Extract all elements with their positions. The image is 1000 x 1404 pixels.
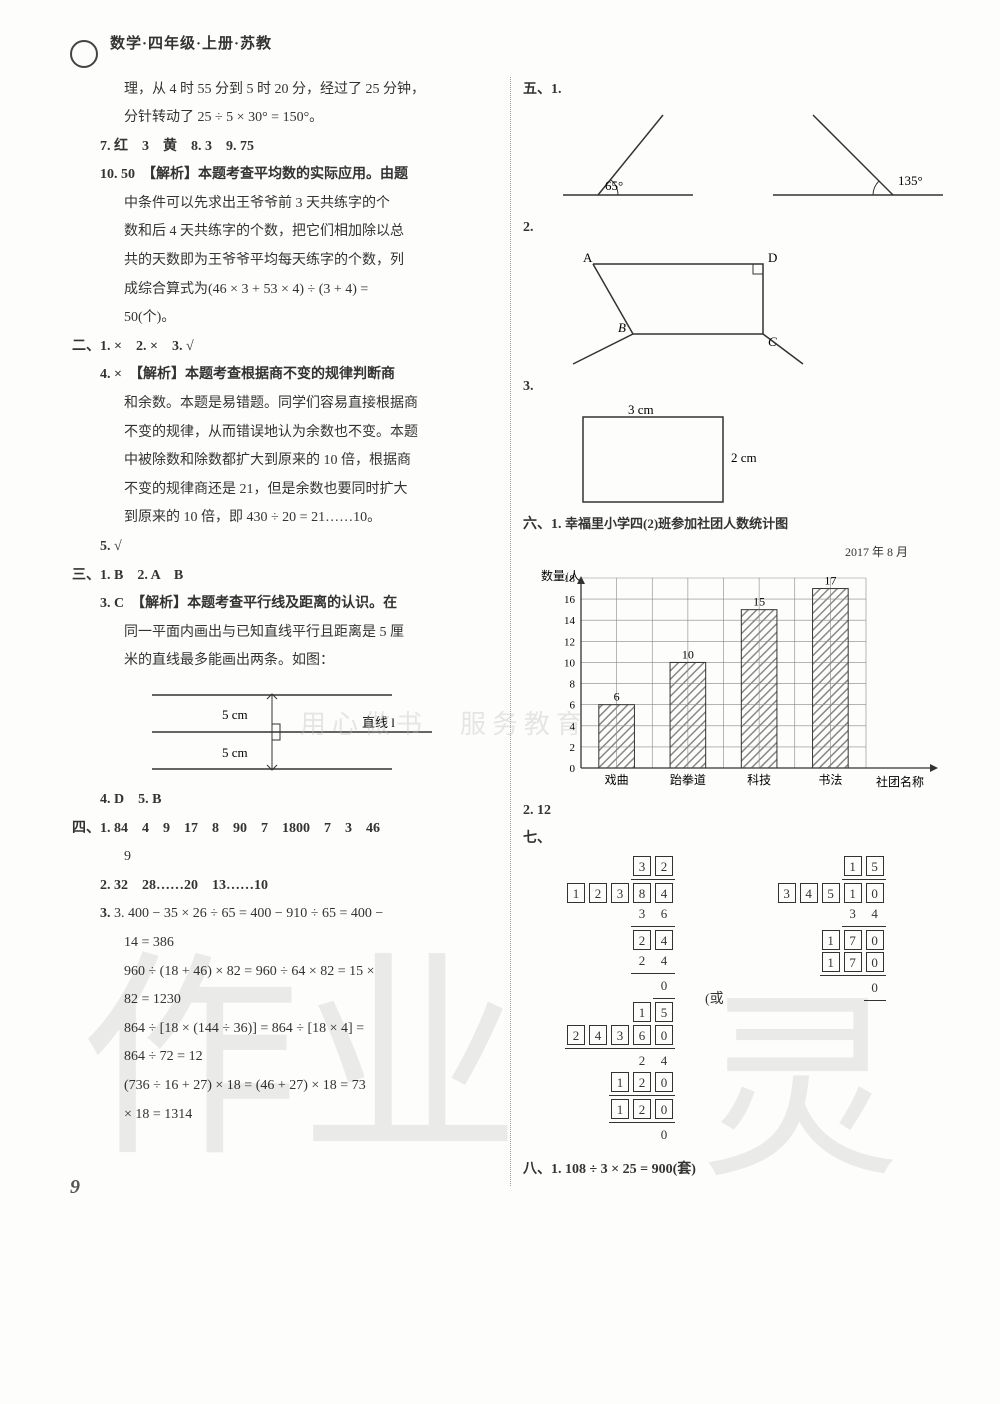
text: 864 ÷ 72 = 12 (72, 1044, 498, 1071)
text: 9 (72, 844, 498, 871)
svg-text:社团名称: 社团名称 (876, 774, 924, 789)
page-title: 数学·四年级·上册·苏教 (110, 30, 960, 59)
svg-text:10: 10 (681, 647, 693, 661)
text: 10. 50 【解析】本题考查平均数的实际应用。由题 (100, 167, 408, 182)
svg-text:数量/人: 数量/人 (541, 568, 580, 583)
text: 成综合算式为(46 × 3 + 53 × 4) ÷ (3 + 4) = (72, 277, 498, 304)
svg-text:6: 6 (613, 689, 619, 703)
svg-text:15: 15 (753, 594, 765, 608)
text: 不变的规律商还是 21，但是余数也要同时扩大 (72, 477, 498, 504)
sec2-q4: 4. × 【解析】本题考查根据商不变的规律判断商 (72, 362, 498, 389)
svg-text:A: A (583, 250, 593, 265)
text: 82 = 1230 (72, 987, 498, 1014)
svg-text:4: 4 (569, 720, 575, 732)
brand-icon (70, 40, 98, 68)
svg-text:16: 16 (564, 594, 576, 606)
svg-text:6: 6 (569, 699, 575, 711)
sec3-q45: 4. D 5. B (72, 787, 498, 814)
left-column: 理，从 4 时 55 分到 5 时 20 分，经过了 25 分钟， 分针转动了 … (60, 77, 510, 1186)
sec4-3a: 3. 3. 400 − 35 × 26 ÷ 65 = 400 − 910 ÷ 6… (72, 901, 498, 928)
svg-text:直线 l: 直线 l (362, 715, 395, 730)
text: 分针转动了 25 ÷ 5 × 30° = 150°。 (72, 105, 498, 132)
or-label: (或 (705, 987, 724, 1014)
svg-text:跆拳道: 跆拳道 (669, 772, 705, 787)
sec5-3: 3. (523, 374, 948, 401)
svg-text:12: 12 (564, 636, 575, 648)
svg-text:3 cm: 3 cm (628, 402, 654, 417)
section-3: 三、1. B 2. A B (72, 563, 498, 590)
svg-text:5 cm: 5 cm (222, 745, 248, 760)
text: 960 ÷ (18 + 46) × 82 = 960 ÷ 64 × 82 = 1… (72, 959, 498, 986)
text: 不变的规律，从而错误地认为余数也不变。本题 (72, 420, 498, 447)
angle-diagram-1: 65° 135° (523, 105, 943, 215)
columns: 理，从 4 时 55 分到 5 时 20 分，经过了 25 分钟， 分针转动了 … (60, 77, 960, 1186)
text: 50(个)。 (72, 305, 498, 332)
svg-text:135°: 135° (898, 173, 923, 188)
text: 米的直线最多能画出两条。如图： (72, 648, 498, 675)
sec3-q3: 3. C 【解析】本题考查平行线及距离的认识。在 (72, 591, 498, 618)
answer-7-9: 7. 红 3 黄 8. 3 9. 75 (72, 134, 498, 161)
section-6: 六、1. 幸福里小学四(2)班参加社团人数统计图 (523, 512, 948, 539)
svg-text:C: C (768, 334, 777, 349)
svg-text:65°: 65° (605, 178, 623, 193)
text: (736 ÷ 16 + 27) × 18 = (46 + 27) × 18 = … (72, 1073, 498, 1100)
trapezoid-diagram: A D B C (563, 244, 823, 374)
svg-text:戏曲: 戏曲 (604, 773, 628, 787)
svg-text:B: B (618, 320, 626, 335)
section-2: 二、1. × 2. × 3. √ (72, 334, 498, 361)
section-7: 七、 (523, 826, 948, 853)
svg-text:14: 14 (564, 615, 576, 627)
section-5: 五、1. (523, 77, 948, 104)
section-8: 八、1. 108 ÷ 3 × 25 = 900(套) (523, 1157, 948, 1184)
sec4-2: 2. 32 28……20 13……10 (72, 873, 498, 900)
text: × 18 = 1314 (72, 1102, 498, 1129)
chart-date: 2017 年 8 月 (523, 541, 948, 564)
sec2-q5: 5. √ (72, 534, 498, 561)
svg-text:8: 8 (569, 678, 575, 690)
svg-text:2 cm: 2 cm (731, 450, 757, 465)
text: 共的天数即为王爷爷平均每天练字的个数，列 (72, 248, 498, 275)
svg-text:D: D (768, 250, 777, 265)
svg-text:10: 10 (564, 657, 576, 669)
text: 数和后 4 天共练字的个数，把它们相加除以总 (72, 219, 498, 246)
right-column: 五、1. 65° 135° 2. A D B C 3. 3 cm 2 cm (510, 77, 960, 1186)
section-4: 四、1. 84 4 9 17 8 90 7 1800 7 3 46 (72, 816, 498, 843)
sec5-2: 2. (523, 215, 948, 242)
svg-text:科技: 科技 (747, 773, 771, 787)
text: 和余数。本题是易错题。同学们容易直接根据商 (72, 391, 498, 418)
text: 理，从 4 时 55 分到 5 时 20 分，经过了 25 分钟， (72, 77, 498, 104)
page-number: 9 (70, 1168, 80, 1206)
sec6-2: 2. 12 (523, 798, 948, 825)
svg-text:0: 0 (569, 763, 575, 775)
rectangle-diagram: 3 cm 2 cm (563, 402, 783, 512)
svg-text:2: 2 (569, 742, 575, 754)
text: 中被除数和除数都扩大到原来的 10 倍，根据商 (72, 448, 498, 475)
text: 同一平面内画出与已知直线平行且距离是 5 厘 (72, 620, 498, 647)
svg-text:5 cm: 5 cm (222, 707, 248, 722)
parallel-lines-diagram: 5 cm 5 cm 直线 l (132, 677, 432, 787)
svg-text:书法: 书法 (818, 773, 842, 787)
text: 864 ÷ [18 × (144 ÷ 36)] = 864 ÷ [18 × 4]… (72, 1016, 498, 1043)
text: 中条件可以先求出王爷爷前 3 天共练字的个 (72, 191, 498, 218)
bar-chart: 024681012141618数量/人社团名称6戏曲10跆拳道15科技17书法 (526, 568, 946, 798)
long-division-left: 32 12384 36 24 24 0 15 24360 24 120 120 … (543, 855, 675, 1145)
text: 14 = 386 (72, 930, 498, 957)
long-division-right: 15 34510 34 170 170 0 (754, 855, 886, 1003)
text: 到原来的 10 倍，即 430 ÷ 20 = 21……10。 (72, 505, 498, 532)
svg-text:17: 17 (824, 573, 836, 587)
chart-title: 幸福里小学四(2)班参加社团人数统计图 (565, 516, 788, 531)
answer-10: 10. 50 【解析】本题考查平均数的实际应用。由题 (72, 162, 498, 189)
